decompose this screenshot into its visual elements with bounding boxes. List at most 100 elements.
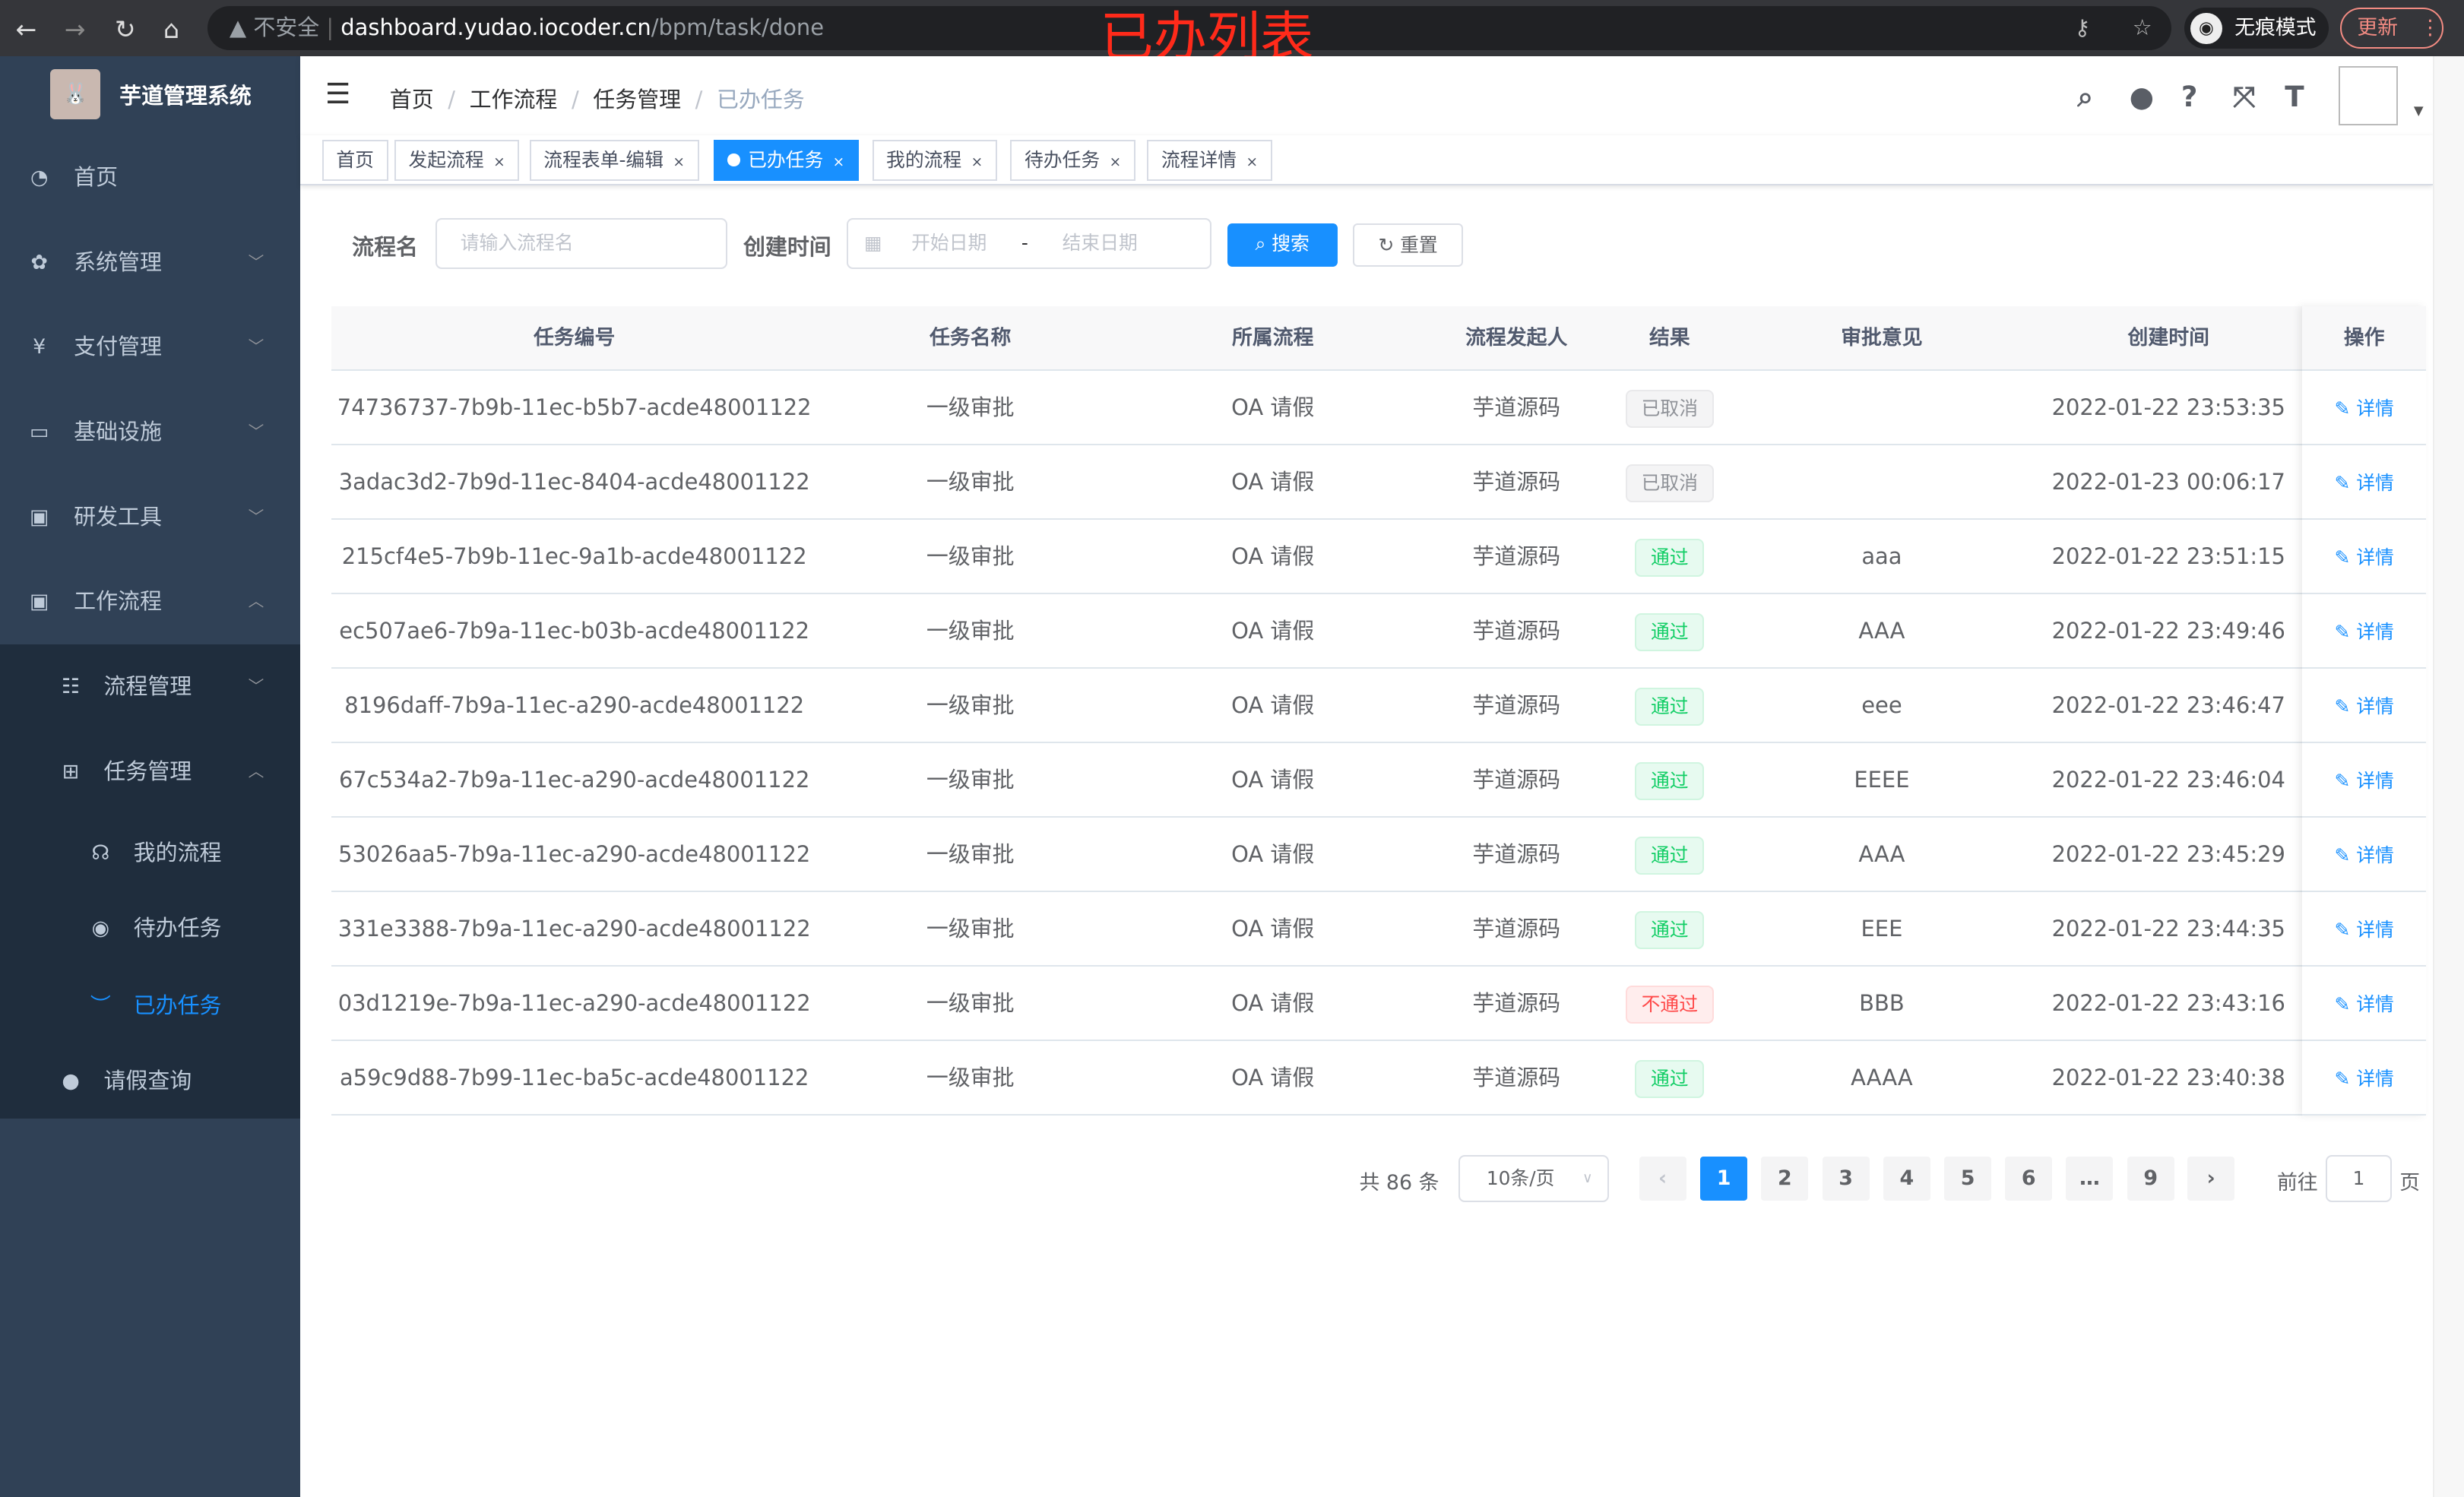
sidebar-item-7[interactable]: ⊞ 任务管理 ︿ bbox=[0, 756, 300, 787]
sidebar-item-4[interactable]: ▣ 研发工具 ﹀ bbox=[0, 502, 300, 533]
incognito-label: 无痕模式 bbox=[2234, 16, 2317, 40]
tag-5[interactable]: 待办任务 × bbox=[1010, 140, 1135, 181]
date-range-picker[interactable]: ▦ 开始日期 - 结束日期 bbox=[847, 218, 1212, 269]
sidebar-item-10[interactable]: ︶ 已办任务 bbox=[0, 990, 300, 1021]
scrollbar[interactable] bbox=[2432, 56, 2464, 1497]
end-date[interactable]: 结束日期 bbox=[1062, 232, 1138, 255]
warning-icon: ▲ bbox=[229, 14, 254, 41]
goto-page-input[interactable]: 1 bbox=[2326, 1154, 2392, 1202]
detail-button[interactable]: ✎ 详情 bbox=[2302, 1041, 2426, 1116]
detail-button[interactable]: ✎ 详情 bbox=[2302, 520, 2426, 594]
cell-id: 331e3388-7b9a-11ec-a290-acde48001122 bbox=[337, 915, 811, 942]
cell-comment: AAA bbox=[1858, 840, 1905, 867]
table-row: 03d1219e-7b9a-11ec-a290-acde48001122 一级审批… bbox=[331, 967, 2427, 1041]
page-button[interactable]: … bbox=[2066, 1156, 2114, 1201]
breadcrumb-item[interactable]: 首页 bbox=[389, 86, 434, 112]
update-button[interactable]: 更新 ⋮ bbox=[2339, 8, 2444, 49]
sidebar-item-5[interactable]: ▣ 工作流程 ︿ bbox=[0, 586, 300, 617]
close-icon[interactable]: × bbox=[1246, 154, 1259, 170]
address-bar[interactable]: ▲ 不安全 | dashboard.yudao.iocoder.cn/bpm/t… bbox=[207, 6, 2172, 51]
page-button[interactable]: 6 bbox=[2005, 1156, 2053, 1201]
close-icon[interactable]: × bbox=[971, 154, 983, 170]
hamburger-icon[interactable]: ☰ bbox=[325, 77, 351, 111]
search-icon[interactable]: ⌕ bbox=[2077, 80, 2094, 114]
forward-icon[interactable]: → bbox=[64, 14, 86, 44]
page-size-select[interactable]: 10条/页 ∨ bbox=[1458, 1154, 1610, 1202]
page-button[interactable]: 5 bbox=[1944, 1156, 1992, 1201]
detail-button[interactable]: ✎ 详情 bbox=[2302, 818, 2426, 892]
reload-icon[interactable]: ↻ bbox=[114, 14, 136, 44]
close-icon[interactable]: × bbox=[832, 154, 845, 170]
security-label: 不安全 bbox=[253, 14, 320, 41]
detail-button[interactable]: ✎ 详情 bbox=[2302, 669, 2426, 743]
detail-button[interactable]: ✎ 详情 bbox=[2302, 743, 2426, 818]
update-label: 更新 bbox=[2357, 16, 2399, 40]
cell-time: 2022-01-23 00:06:17 bbox=[2051, 468, 2285, 495]
detail-button[interactable]: ✎ 详情 bbox=[2302, 892, 2426, 967]
chevron-up-icon: ︿ bbox=[248, 592, 264, 611]
prev-page-button[interactable]: ‹ bbox=[1639, 1156, 1686, 1201]
tag-1[interactable]: 发起流程 × bbox=[394, 140, 520, 181]
page-button[interactable]: 4 bbox=[1883, 1156, 1930, 1201]
tag-2[interactable]: 流程表单-编辑 × bbox=[529, 140, 699, 181]
detail-label: 详情 bbox=[2356, 769, 2394, 792]
back-icon[interactable]: ← bbox=[15, 14, 37, 44]
table-row: a59c9d88-7b99-11ec-ba5c-acde48001122 一级审批… bbox=[331, 1041, 2427, 1116]
avatar[interactable] bbox=[2338, 65, 2399, 126]
detail-label: 详情 bbox=[2356, 695, 2394, 717]
sidebar-item-2[interactable]: ¥ 支付管理 ﹀ bbox=[0, 331, 300, 362]
gear-icon: ✿ bbox=[30, 250, 48, 274]
reset-button[interactable]: ↻ 重置 bbox=[1353, 223, 1463, 267]
next-page-button[interactable]: › bbox=[2187, 1156, 2235, 1201]
page-button[interactable]: 1 bbox=[1700, 1156, 1748, 1201]
caret-down-icon[interactable]: ▼ bbox=[2413, 103, 2424, 119]
process-name-input[interactable]: 请输入流程名 bbox=[435, 218, 728, 269]
detail-button[interactable]: ✎ 详情 bbox=[2302, 371, 2426, 445]
result-badge: 通过 bbox=[1635, 687, 1705, 726]
breadcrumb-item[interactable]: 工作流程 bbox=[469, 86, 558, 112]
table-header: 任务编号 任务名称 所属流程 流程发起人 结果 审批意见 创建时间 操作 bbox=[331, 306, 2427, 371]
tag-3[interactable]: 已办任务 × bbox=[713, 140, 859, 181]
goto-label: 前往 bbox=[2276, 1171, 2318, 1195]
chat-icon: ☊ bbox=[91, 841, 110, 866]
home-icon[interactable]: ⌂ bbox=[163, 14, 180, 44]
help-icon[interactable]: ? bbox=[2181, 80, 2198, 114]
tag-0[interactable]: 首页 bbox=[321, 140, 388, 181]
sidebar-item-1[interactable]: ✿ 系统管理 ﹀ bbox=[0, 247, 300, 278]
sidebar-item-0[interactable]: ◔ 首页 bbox=[0, 162, 300, 193]
sidebar-item-9[interactable]: ◉ 待办任务 bbox=[0, 913, 300, 944]
tag-label: 流程表单-编辑 bbox=[543, 149, 664, 171]
github-icon[interactable]: ● bbox=[2129, 80, 2155, 114]
tag-6[interactable]: 流程详情 × bbox=[1147, 140, 1272, 181]
sidebar-item-6[interactable]: ☷ 流程管理 ﹀ bbox=[0, 671, 300, 702]
breadcrumb-item[interactable]: 任务管理 bbox=[593, 86, 682, 112]
font-size-icon[interactable]: T bbox=[2285, 80, 2304, 114]
detail-button[interactable]: ✎ 详情 bbox=[2302, 594, 2426, 669]
cell-starter: 芋道源码 bbox=[1472, 617, 1561, 644]
detail-button[interactable]: ✎ 详情 bbox=[2302, 967, 2426, 1041]
edit-icon: ✎ bbox=[2334, 471, 2357, 494]
detail-button[interactable]: ✎ 详情 bbox=[2302, 445, 2426, 520]
sidebar-item-3[interactable]: ▭ 基础设施 ﹀ bbox=[0, 416, 300, 448]
page-button[interactable]: 9 bbox=[2127, 1156, 2174, 1201]
cell-id: 74736737-7b9b-11ec-b5b7-acde48001122 bbox=[337, 394, 812, 420]
sidebar-item-11[interactable]: ● 请假查询 bbox=[0, 1065, 300, 1097]
table-row: 8196daff-7b9a-11ec-a290-acde48001122 一级审批… bbox=[331, 669, 2427, 743]
page-button[interactable]: 3 bbox=[1822, 1156, 1870, 1201]
fullscreen-icon[interactable]: ⤧ bbox=[2233, 80, 2256, 114]
sidebar-item-8[interactable]: ☊ 我的流程 bbox=[0, 837, 300, 869]
close-icon[interactable]: × bbox=[1109, 154, 1122, 170]
monitor-icon: ▭ bbox=[29, 419, 49, 444]
tag-4[interactable]: 我的流程 × bbox=[872, 140, 997, 181]
star-icon[interactable]: ☆ bbox=[2132, 14, 2152, 41]
close-icon[interactable]: × bbox=[673, 154, 686, 170]
detail-label: 详情 bbox=[2356, 471, 2394, 494]
close-icon[interactable]: × bbox=[493, 154, 505, 170]
tag-label: 待办任务 bbox=[1024, 149, 1101, 171]
incognito-badge[interactable]: ◉ 无痕模式 bbox=[2184, 8, 2329, 49]
key-icon[interactable]: ⚷ bbox=[2074, 14, 2091, 41]
page-button[interactable]: 2 bbox=[1761, 1156, 1809, 1201]
cell-id: 03d1219e-7b9a-11ec-a290-acde48001122 bbox=[337, 989, 811, 1016]
start-date[interactable]: 开始日期 bbox=[911, 232, 987, 255]
search-button[interactable]: ⌕ 搜索 bbox=[1227, 223, 1338, 267]
